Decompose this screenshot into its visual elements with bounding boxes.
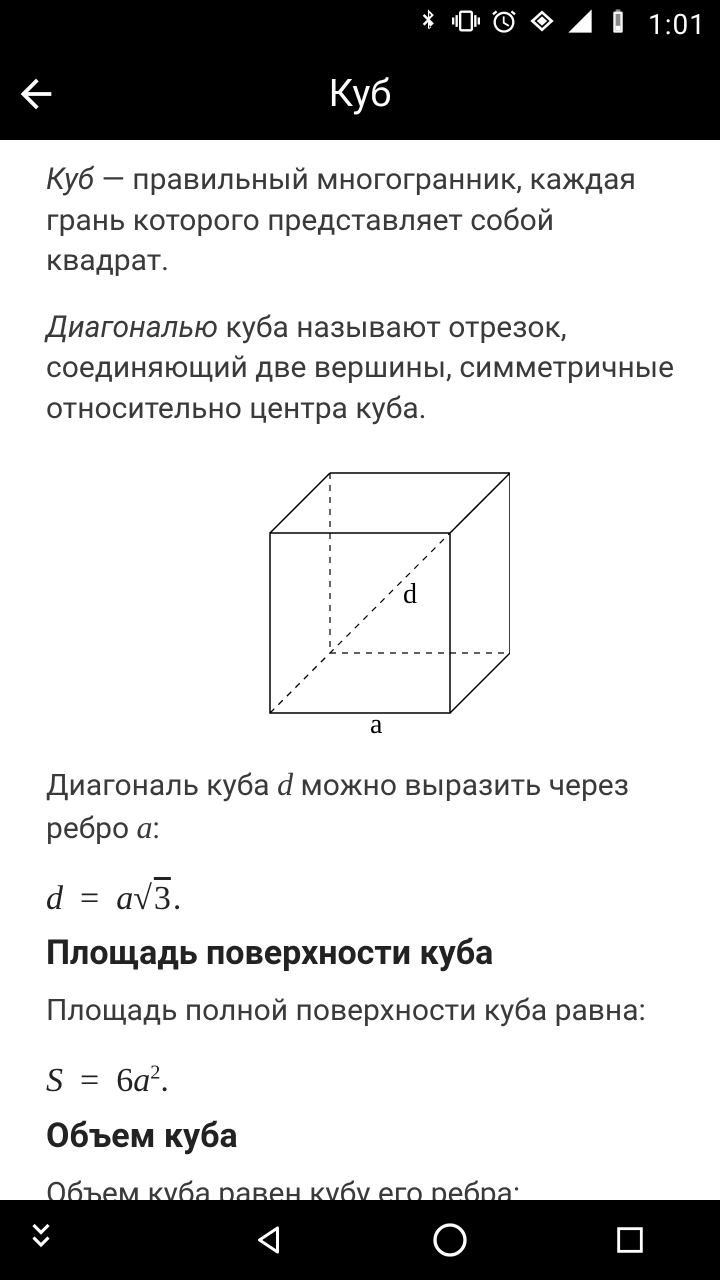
alarm-icon: [490, 7, 518, 42]
square-recent-icon: [613, 1223, 647, 1257]
nav-expand-button[interactable]: [0, 1220, 180, 1260]
content-area: Куб — правильный многогранник, каждая гр…: [0, 140, 720, 1200]
nav-back-button[interactable]: [180, 1222, 360, 1258]
status-time: 1:01: [648, 8, 706, 41]
bluetooth-icon: [414, 7, 442, 42]
status-bar: 1:01: [0, 0, 720, 48]
page-title: Куб: [0, 72, 720, 116]
diagram-label-d: d: [403, 579, 417, 610]
volume-text: Объем куба равен кубу его ребра:: [46, 1174, 674, 1200]
cube-diagram: d a: [46, 455, 674, 747]
term-diagonal: Диагональю: [46, 310, 218, 345]
formula-surface: S = 6a2.: [46, 1058, 674, 1104]
navigation-bar: [0, 1200, 720, 1280]
term-cube: Куб: [46, 162, 94, 197]
surface-area-text: Площадь полной поверхности куба равна:: [46, 991, 674, 1032]
circle-home-icon: [430, 1220, 470, 1260]
back-button[interactable]: [0, 48, 72, 140]
nav-recent-button[interactable]: [540, 1223, 720, 1257]
diagonal-paragraph: Диагональю куба называют отрезок, соедин…: [46, 308, 674, 430]
chevrons-down-icon: [26, 1220, 56, 1260]
diagram-label-a: a: [370, 709, 383, 735]
arrow-back-icon: [13, 71, 59, 117]
nav-home-button[interactable]: [360, 1220, 540, 1260]
triangle-back-icon: [252, 1222, 288, 1258]
cell-signal-icon: [566, 7, 594, 42]
definition-paragraph: Куб — правильный многогранник, каждая гр…: [46, 160, 674, 282]
vibrate-icon: [452, 7, 480, 42]
heading-surface-area: Площадь поверхности куба: [46, 931, 674, 977]
formula-diagonal: d = a√3.: [46, 876, 674, 922]
app-bar: Куб: [0, 48, 720, 140]
wifi-diamond-icon: [528, 7, 556, 42]
heading-volume: Объем куба: [46, 1114, 674, 1160]
battery-low-icon: [604, 7, 632, 42]
diagonal-formula-intro: Диагональ куба d можно выразить через ре…: [46, 763, 674, 850]
